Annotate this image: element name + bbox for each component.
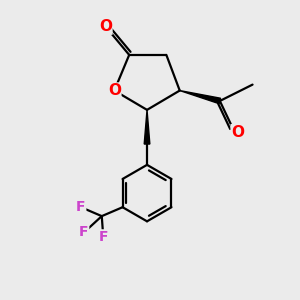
Polygon shape [144,110,150,144]
Polygon shape [180,91,220,104]
Text: F: F [98,230,108,244]
Text: F: F [76,200,86,214]
Text: O: O [108,83,121,98]
Text: O: O [99,19,112,34]
Text: O: O [231,125,244,140]
Text: F: F [79,226,89,239]
